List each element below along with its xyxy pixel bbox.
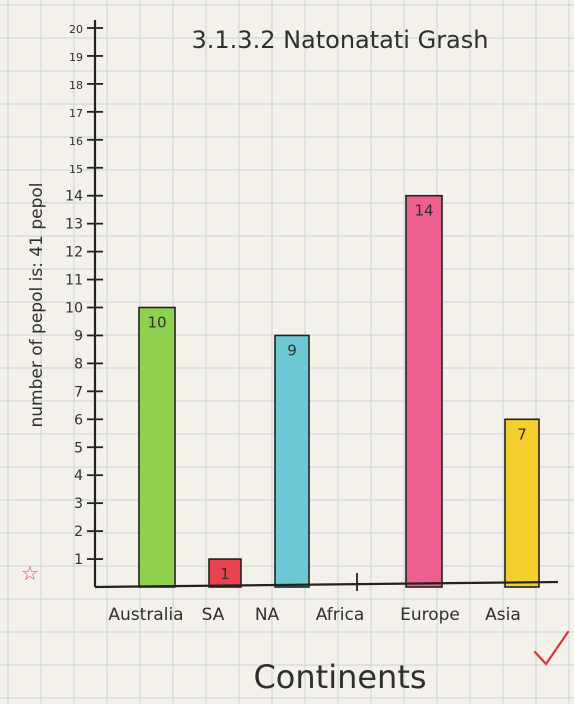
y-tick-label: 11 bbox=[65, 273, 83, 289]
x-tick-label: Asia bbox=[485, 605, 521, 625]
bars: 10 1 9 14 7 bbox=[138, 194, 540, 591]
y-tick-label: 10 bbox=[65, 301, 83, 317]
bar-europe bbox=[405, 194, 443, 588]
y-tick-label: 4 bbox=[74, 468, 83, 484]
y-tick-label: 13 bbox=[65, 217, 83, 233]
x-tick-label: SA bbox=[202, 605, 225, 625]
y-tick-label: 3 bbox=[74, 496, 83, 512]
chart-title: 3.1.3.2 Natonatati Grash bbox=[192, 26, 489, 54]
x-axis-line bbox=[94, 580, 559, 589]
bar-na bbox=[274, 334, 310, 588]
y-tick-label: 5 bbox=[74, 440, 83, 456]
axes bbox=[93, 20, 559, 589]
y-tick-label: 8 bbox=[74, 356, 83, 372]
bar-value-label: 14 bbox=[414, 202, 433, 220]
y-tick-label: 14 bbox=[65, 189, 83, 205]
y-tick-label: 7 bbox=[74, 384, 83, 400]
y-tick-label: 19 bbox=[69, 51, 83, 64]
star-mark-icon: ☆ bbox=[21, 563, 39, 585]
y-tick-label: 18 bbox=[69, 79, 83, 92]
y-tick-label: 2 bbox=[74, 524, 83, 540]
y-tick-label: 16 bbox=[69, 135, 83, 148]
x-tick-labels: Australia SA NA Africa Europe Asia bbox=[108, 605, 520, 625]
bar-australia bbox=[138, 306, 176, 588]
bar-value-label: 7 bbox=[517, 425, 527, 443]
x-axis-label: Continents bbox=[253, 658, 426, 696]
bar-asia bbox=[504, 418, 540, 588]
bar-value-label: 9 bbox=[287, 341, 297, 359]
x-tick-label: Africa bbox=[316, 605, 365, 625]
x-tick-label: Australia bbox=[108, 605, 183, 625]
y-tick-label: 6 bbox=[74, 412, 83, 428]
checkmark-icon bbox=[533, 630, 570, 666]
x-tick-label: NA bbox=[255, 605, 280, 625]
y-tick-label: 9 bbox=[74, 328, 83, 344]
y-tick-label: 1 bbox=[74, 552, 83, 568]
y-tick-label: 15 bbox=[69, 163, 83, 176]
bar-sa bbox=[208, 558, 242, 588]
y-tick-label: 12 bbox=[65, 245, 83, 261]
y-axis-label: number of pepol is: 41 pepol bbox=[27, 182, 47, 427]
bar-value-label: 1 bbox=[220, 565, 230, 583]
y-tick-label: 20 bbox=[69, 23, 83, 36]
x-tick-label: Europe bbox=[400, 605, 460, 625]
bar-value-label: 10 bbox=[147, 314, 166, 332]
y-tick-label: 17 bbox=[69, 107, 83, 120]
